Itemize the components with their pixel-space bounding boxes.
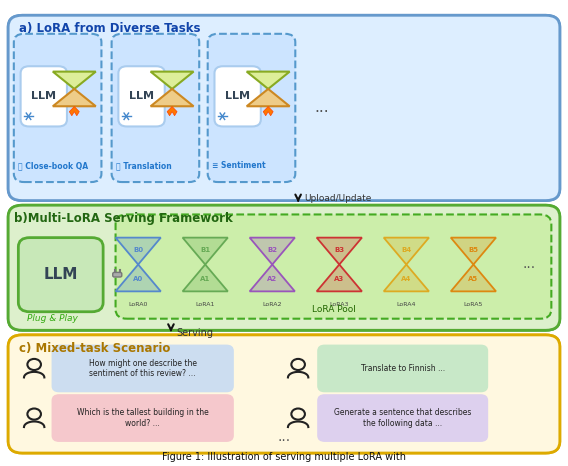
FancyBboxPatch shape [8,15,560,200]
Text: A4: A4 [401,276,412,282]
FancyBboxPatch shape [118,66,165,126]
Text: Generate a sentence that describes
the following data ...: Generate a sentence that describes the f… [334,408,471,428]
Polygon shape [53,89,96,106]
Text: A0: A0 [133,276,143,282]
FancyBboxPatch shape [52,395,233,441]
FancyBboxPatch shape [318,395,487,441]
FancyBboxPatch shape [111,34,199,182]
FancyBboxPatch shape [8,335,560,453]
FancyBboxPatch shape [112,272,122,277]
Polygon shape [250,238,295,265]
Text: LLM: LLM [31,91,56,101]
FancyBboxPatch shape [14,34,102,182]
Text: Figure 1: Illustration of serving multiple LoRA with: Figure 1: Illustration of serving multip… [162,452,406,462]
FancyBboxPatch shape [8,205,560,330]
Text: Which is the tallest building in the
world? ...: Which is the tallest building in the wor… [77,408,208,428]
Text: ≡ Sentiment: ≡ Sentiment [212,161,266,171]
Text: LLM: LLM [225,91,250,101]
Text: A2: A2 [267,276,277,282]
Polygon shape [151,89,194,106]
Text: LoRA4: LoRA4 [396,302,416,307]
FancyBboxPatch shape [318,345,487,391]
Text: A5: A5 [469,276,478,282]
Polygon shape [384,238,429,265]
Polygon shape [263,107,273,116]
Polygon shape [317,265,362,291]
Polygon shape [167,107,177,116]
Text: ...: ... [522,258,535,272]
Text: ⬡: ⬡ [116,274,118,275]
Polygon shape [451,265,496,291]
Text: c) Mixed-task Scenario: c) Mixed-task Scenario [19,342,171,355]
Text: B4: B4 [401,247,411,253]
Text: B0: B0 [133,247,143,253]
Text: LoRA1: LoRA1 [195,302,215,307]
Text: LoRA2: LoRA2 [262,302,282,307]
Text: B5: B5 [469,247,478,253]
Text: 🖼 Translation: 🖼 Translation [116,161,172,171]
Text: LoRA Pool: LoRA Pool [311,305,356,314]
Text: LLM: LLM [129,91,154,101]
Text: Serving: Serving [177,328,214,337]
FancyBboxPatch shape [20,66,67,126]
Text: Translate to Finnish ...: Translate to Finnish ... [361,364,445,373]
Polygon shape [317,238,362,265]
Polygon shape [69,107,80,116]
FancyBboxPatch shape [52,345,233,391]
Polygon shape [451,238,496,265]
FancyBboxPatch shape [8,205,560,330]
FancyBboxPatch shape [215,66,261,126]
Text: How might one describe the
sentiment of this review? ...: How might one describe the sentiment of … [89,359,197,378]
Text: B1: B1 [200,247,210,253]
FancyBboxPatch shape [208,34,295,182]
FancyBboxPatch shape [18,238,103,312]
Text: LoRA5: LoRA5 [463,302,483,307]
Polygon shape [247,72,290,89]
Text: b)Multi-LoRA Serving Framework: b)Multi-LoRA Serving Framework [14,212,232,225]
Polygon shape [182,265,228,291]
Text: a) LoRA from Diverse Tasks: a) LoRA from Diverse Tasks [19,22,201,35]
Text: Plug & Play: Plug & Play [27,315,78,323]
Text: LLM: LLM [44,267,78,282]
Text: ...: ... [277,430,291,444]
Text: ...: ... [315,101,329,116]
Polygon shape [151,72,194,89]
Polygon shape [384,265,429,291]
Text: LoRA3: LoRA3 [329,302,349,307]
Text: B2: B2 [268,247,277,253]
Text: Upload/Update: Upload/Update [304,194,371,203]
FancyBboxPatch shape [8,15,560,200]
Text: A1: A1 [200,276,210,282]
FancyBboxPatch shape [8,335,560,453]
Polygon shape [115,265,161,291]
Polygon shape [182,238,228,265]
Polygon shape [247,89,290,106]
Polygon shape [115,238,161,265]
Text: B3: B3 [334,247,344,253]
Text: LoRA0: LoRA0 [128,302,148,307]
Polygon shape [250,265,295,291]
FancyBboxPatch shape [115,214,552,319]
Text: 📖 Close-book QA: 📖 Close-book QA [18,161,89,171]
Text: A3: A3 [334,276,344,282]
Polygon shape [53,72,96,89]
